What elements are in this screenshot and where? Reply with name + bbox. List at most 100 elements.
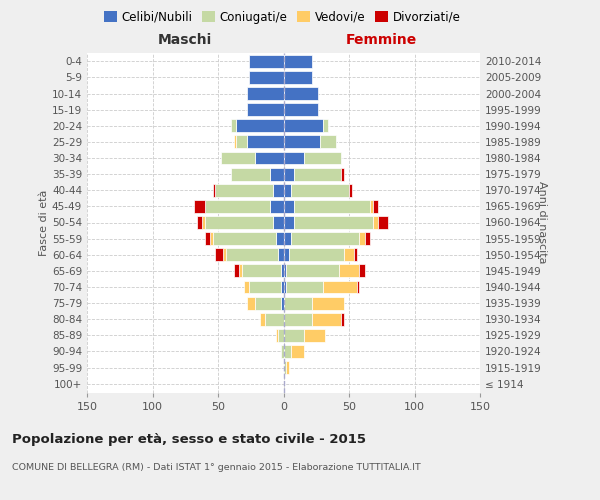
Bar [260,312,265,326]
Bar [344,248,354,261]
Bar [242,264,281,278]
Bar [284,120,323,132]
Bar [247,296,254,310]
Bar [271,200,284,213]
Bar [281,264,284,278]
Text: Maschi: Maschi [158,34,212,48]
Bar [284,168,294,180]
Bar [254,152,284,164]
Bar [223,248,226,261]
Bar [284,216,294,229]
Bar [254,296,281,310]
Bar [284,184,292,196]
Bar [284,345,292,358]
Bar [292,232,359,245]
Bar [226,248,278,261]
Bar [215,248,223,261]
Bar [250,280,281,293]
Bar [323,280,357,293]
Bar [278,248,284,261]
Bar [197,216,202,229]
Bar [286,361,289,374]
Bar [281,296,284,310]
Bar [304,329,325,342]
Bar [210,232,213,245]
Bar [205,216,273,229]
Bar [304,152,341,164]
Bar [273,184,284,196]
Y-axis label: Fasce di età: Fasce di età [39,190,49,256]
Bar [231,168,271,180]
Bar [286,280,323,293]
Bar [275,329,278,342]
Bar [244,280,250,293]
Bar [359,232,365,245]
Bar [357,280,359,293]
Legend: Celibi/Nubili, Coniugati/e, Vedovi/e, Divorziati/e: Celibi/Nubili, Coniugati/e, Vedovi/e, Di… [99,6,465,28]
Bar [205,232,210,245]
Bar [341,312,344,326]
Bar [284,329,304,342]
Bar [313,296,344,310]
Bar [202,216,205,229]
Bar [205,200,271,213]
Bar [284,296,313,310]
Bar [292,345,304,358]
Bar [194,200,205,213]
Bar [294,168,341,180]
Bar [323,120,328,132]
Bar [265,312,284,326]
Bar [370,200,373,213]
Bar [286,264,338,278]
Text: Popolazione per età, sesso e stato civile - 2015: Popolazione per età, sesso e stato civil… [12,432,366,446]
Bar [284,87,317,100]
Bar [231,120,236,132]
Bar [236,120,284,132]
Bar [275,232,284,245]
Bar [273,216,284,229]
Bar [284,232,292,245]
Bar [284,248,289,261]
Bar [284,280,286,293]
Bar [247,136,284,148]
Bar [320,136,336,148]
Bar [349,184,352,196]
Bar [215,184,273,196]
Bar [284,361,286,374]
Bar [294,200,370,213]
Bar [373,200,378,213]
Text: COMUNE DI BELLEGRA (RM) - Dati ISTAT 1° gennaio 2015 - Elaborazione TUTTITALIA.I: COMUNE DI BELLEGRA (RM) - Dati ISTAT 1° … [12,462,421,471]
Bar [278,329,284,342]
Bar [289,248,344,261]
Bar [247,104,284,116]
Bar [234,136,236,148]
Bar [236,136,247,148]
Bar [294,216,373,229]
Bar [373,216,378,229]
Bar [341,168,344,180]
Bar [313,312,341,326]
Bar [250,71,284,84]
Bar [213,184,215,196]
Bar [284,71,313,84]
Bar [239,264,242,278]
Bar [284,104,317,116]
Bar [284,152,304,164]
Bar [234,264,239,278]
Bar [365,232,370,245]
Bar [247,87,284,100]
Bar [338,264,359,278]
Bar [284,200,294,213]
Bar [284,312,313,326]
Text: Femmine: Femmine [346,34,418,48]
Bar [284,136,320,148]
Bar [354,248,357,261]
Bar [281,280,284,293]
Bar [250,55,284,68]
Bar [213,232,275,245]
Bar [292,184,349,196]
Bar [378,216,388,229]
Bar [281,345,284,358]
Bar [271,168,284,180]
Bar [284,55,313,68]
